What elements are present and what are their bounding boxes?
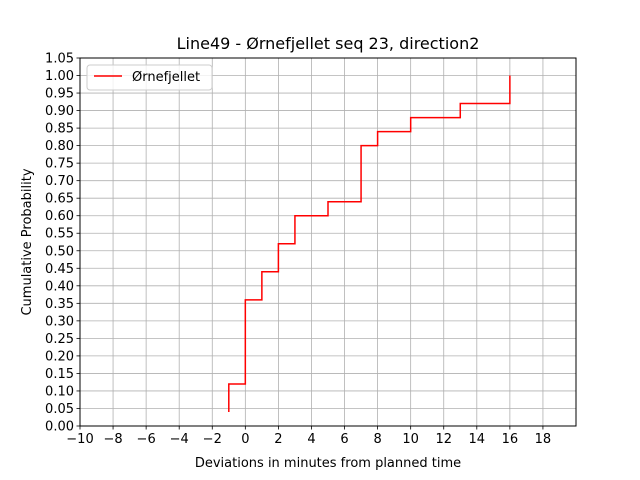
x-tick-label: −8 bbox=[103, 432, 122, 447]
x-tick-label: 4 bbox=[307, 432, 315, 447]
y-tick-label: 0.40 bbox=[45, 279, 74, 294]
y-tick-label: 0.45 bbox=[45, 262, 74, 277]
y-tick-label: 0.90 bbox=[45, 104, 74, 119]
plot-frame bbox=[79, 57, 577, 427]
y-tick-label: 0.65 bbox=[45, 192, 74, 207]
x-tick-label: 2 bbox=[274, 432, 282, 447]
y-tick-label: 0.35 bbox=[45, 297, 74, 312]
x-tick-label: −4 bbox=[170, 432, 189, 447]
y-tick-label: 0.55 bbox=[45, 227, 74, 242]
legend-label: Ørnefjellet bbox=[132, 70, 200, 85]
y-tick-label: 0.80 bbox=[45, 139, 74, 154]
series-line-ornefjellet bbox=[228, 75, 511, 412]
y-tick-label: 0.00 bbox=[45, 420, 74, 435]
y-tick-label: 0.60 bbox=[45, 209, 74, 224]
x-tick-label: −10 bbox=[66, 432, 93, 447]
x-axis-ticks: −10 −8 −6 −4 −2 0 2 4 6 8 10 12 14 16 18 bbox=[66, 426, 551, 447]
x-tick-label: 16 bbox=[502, 432, 519, 447]
legend: Ørnefjellet bbox=[86, 64, 213, 91]
y-tick-label: 0.75 bbox=[45, 157, 74, 172]
x-tick-label: 8 bbox=[373, 432, 381, 447]
x-axis-label: Deviations in minutes from planned time bbox=[195, 456, 461, 471]
y-tick-label: 0.50 bbox=[45, 244, 74, 259]
grid bbox=[79, 57, 576, 427]
x-tick-label: 12 bbox=[435, 432, 452, 447]
y-axis-ticks: 0.00 0.05 0.10 0.15 0.20 0.25 0.30 0.35 0.40 0.45… bbox=[45, 52, 80, 435]
y-tick-label: 0.15 bbox=[45, 367, 74, 382]
chart-title: Line49 - Ørnefjellet seq 23, direction2 bbox=[177, 34, 480, 53]
x-tick-label: 14 bbox=[469, 432, 486, 447]
x-tick-label: 6 bbox=[340, 432, 348, 447]
x-tick-label: −6 bbox=[137, 432, 156, 447]
x-tick-label: 0 bbox=[241, 432, 249, 447]
y-tick-label: 0.05 bbox=[45, 402, 74, 417]
y-tick-label: 1.00 bbox=[45, 69, 74, 84]
legend-box bbox=[86, 64, 213, 91]
y-tick-label: 0.10 bbox=[45, 384, 74, 399]
y-tick-label: 0.30 bbox=[45, 314, 74, 329]
y-tick-label: 0.95 bbox=[45, 87, 74, 102]
y-tick-label: 1.05 bbox=[45, 52, 74, 67]
y-tick-label: 0.25 bbox=[45, 332, 74, 347]
y-tick-label: 0.20 bbox=[45, 349, 74, 364]
y-axis-label: Cumulative Probability bbox=[20, 168, 35, 315]
series-layer bbox=[228, 75, 511, 412]
y-tick-label: 0.85 bbox=[45, 122, 74, 137]
x-tick-label: −2 bbox=[203, 432, 222, 447]
y-tick-label: 0.70 bbox=[45, 174, 74, 189]
x-tick-label: 10 bbox=[402, 432, 419, 447]
x-tick-label: 18 bbox=[535, 432, 552, 447]
